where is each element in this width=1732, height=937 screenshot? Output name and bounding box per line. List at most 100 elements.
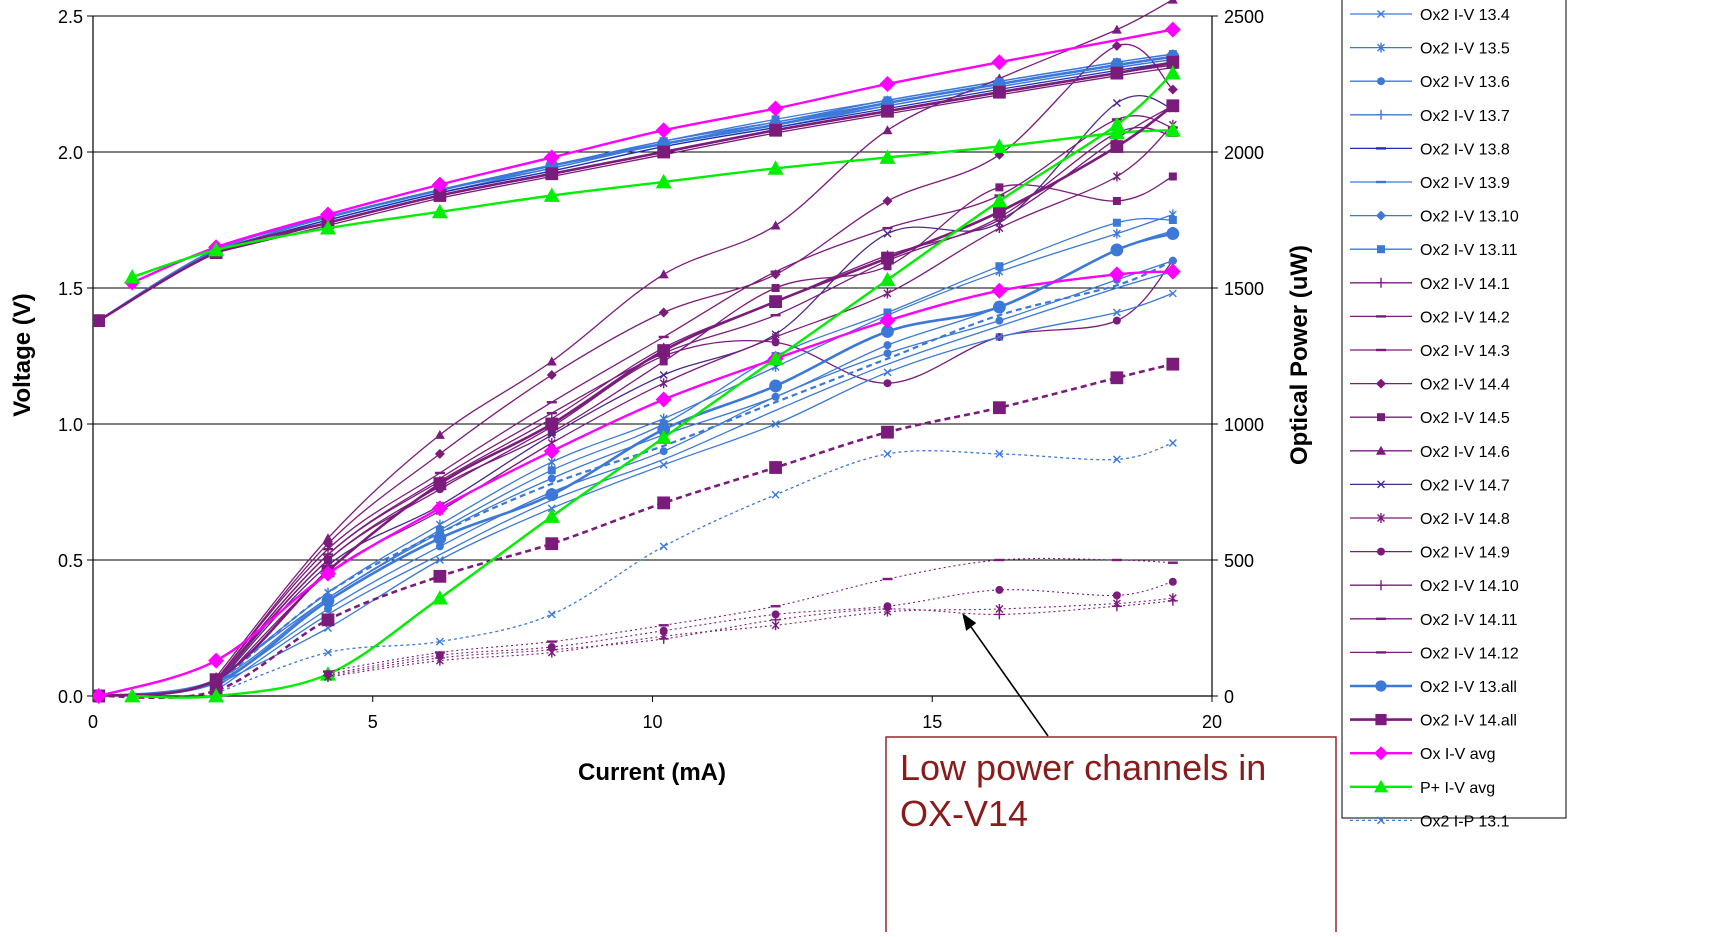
series-28-point-7 <box>995 317 1003 325</box>
series-22-point-9 <box>1165 22 1181 38</box>
legend-label-7: Ox2 I-V 13.11 <box>1420 242 1518 259</box>
series-12-point-9 <box>1169 172 1177 180</box>
series-14-point-4 <box>660 372 667 379</box>
legend-label-8: Ox2 I-V 14.1 <box>1420 276 1510 293</box>
legend-label-1: Ox2 I-V 13.5 <box>1420 41 1510 58</box>
legend-label-18: Ox2 I-V 14.11 <box>1420 612 1518 629</box>
series-line-38 <box>328 598 1173 677</box>
series-21-point-7 <box>881 105 894 118</box>
series-34-point-10 <box>1166 358 1179 371</box>
series-31-point-4 <box>545 488 558 501</box>
x-tick-label-0: 0 <box>88 712 98 732</box>
series-15-point-4 <box>660 378 667 388</box>
series-36-point-7 <box>879 272 895 286</box>
series-35-point-10 <box>1165 264 1181 280</box>
legend-swatch-marker-20 <box>1375 680 1386 691</box>
series-34-point-2 <box>322 613 335 626</box>
series-21-point-9 <box>1110 67 1123 80</box>
series-line-1 <box>216 57 1173 250</box>
series-21-point-4 <box>545 167 558 180</box>
series-14-point-8 <box>1113 100 1120 107</box>
series-13-point-5 <box>771 220 781 229</box>
series-16-point-8 <box>1113 317 1121 325</box>
series-35-point-1 <box>208 653 224 669</box>
legend-label-24: Ox2 I-P 13.1 <box>1420 813 1510 830</box>
series-line-10 <box>216 68 1173 253</box>
series-13-point-9 <box>1168 0 1178 4</box>
series-14-point-6 <box>884 230 891 237</box>
series-33-point-7 <box>881 252 894 265</box>
y-left-tick-label-0: 0.0 <box>58 687 83 707</box>
series-35-point-5 <box>656 392 672 408</box>
series-24-point-4 <box>660 543 667 550</box>
series-39 <box>323 558 1178 671</box>
series-21-point-0 <box>92 314 105 327</box>
series-28-point-6 <box>883 349 891 357</box>
x-tick-label-2: 10 <box>642 712 662 732</box>
legend-swatch-marker-12 <box>1377 413 1385 421</box>
series-12 <box>212 172 1177 685</box>
series-13-point-3 <box>547 356 557 365</box>
series-16-point-5 <box>772 338 780 346</box>
y-right-tick-label-5: 2500 <box>1224 7 1264 27</box>
series-38 <box>324 593 1176 682</box>
legend-label-4: Ox2 I-V 13.8 <box>1420 141 1510 158</box>
series-33-point-3 <box>433 477 446 490</box>
y-right-tick-label-1: 500 <box>1224 551 1254 571</box>
series-26-point-9 <box>1169 290 1176 297</box>
series-16-point-6 <box>883 379 891 387</box>
series-line-3 <box>216 57 1173 250</box>
series-13-point-8 <box>1112 25 1122 34</box>
legend: Ox2 I-V 13.4Ox2 I-V 13.5Ox2 I-V 13.6Ox2 … <box>1342 0 1566 830</box>
legend-label-9: Ox2 I-V 14.2 <box>1420 309 1510 326</box>
y-right-tick-label-0: 0 <box>1224 687 1234 707</box>
series-26-point-6 <box>884 369 891 376</box>
series-40 <box>323 596 1178 681</box>
legend-label-23: P+ I-V avg <box>1420 780 1495 797</box>
series-40-point-8 <box>1168 596 1178 606</box>
series-line-32 <box>216 261 1173 685</box>
y-left-tick-label-5: 2.5 <box>58 7 83 27</box>
annotation: Low power channels inOX-V14 <box>886 613 1336 932</box>
series-line-8 <box>216 65 1173 253</box>
series-34-point-7 <box>881 426 894 439</box>
series-line-22 <box>132 30 1173 283</box>
legend-label-12: Ox2 I-V 14.5 <box>1420 410 1510 427</box>
annotation-text-line-1: OX-V14 <box>900 793 1028 834</box>
series-28 <box>212 257 1177 692</box>
series-33-point-6 <box>769 295 782 308</box>
x-axis-title: Current (mA) <box>578 759 726 786</box>
series-33-point-5 <box>657 344 670 357</box>
series-16 <box>212 257 1177 688</box>
axes-layer: 0.00.51.01.52.02.5050010001500200025000 5… <box>58 7 1264 732</box>
legend-label-14: Ox2 I-V 14.7 <box>1420 477 1510 494</box>
series-11-point-8 <box>1112 41 1122 51</box>
legend-swatch-marker-21 <box>1375 714 1386 725</box>
legend-label-10: Ox2 I-V 14.3 <box>1420 343 1510 360</box>
series-22-point-8 <box>991 54 1007 70</box>
series-21 <box>92 56 1179 327</box>
annotation-arrow-line <box>968 623 1048 736</box>
series-22-point-7 <box>879 76 895 92</box>
series-31-point-10 <box>1166 227 1179 240</box>
series-12-point-8 <box>1113 197 1121 205</box>
series-line-21 <box>99 62 1173 320</box>
series-33-point-10 <box>1166 99 1179 112</box>
series-line-5 <box>216 57 1173 250</box>
series-22 <box>124 22 1181 291</box>
series-27-point-8 <box>1113 219 1121 227</box>
y-axis-right-title: Optical Power (uW) <box>1286 245 1313 465</box>
series-34-point-9 <box>1110 371 1123 384</box>
annotation-arrow-head <box>962 613 976 631</box>
series-34-point-4 <box>545 537 558 550</box>
series-12-point-7 <box>995 183 1003 191</box>
legend-label-17: Ox2 I-V 14.10 <box>1420 578 1519 595</box>
y-left-tick-label-1: 0.5 <box>58 551 83 571</box>
legend-label-3: Ox2 I-V 13.7 <box>1420 108 1510 125</box>
series-34-point-3 <box>433 570 446 583</box>
legend-label-22: Ox I-V avg <box>1420 746 1496 763</box>
series-line-28 <box>216 261 1173 688</box>
x-tick-label-1: 5 <box>368 712 378 732</box>
series-22-point-6 <box>768 100 784 116</box>
